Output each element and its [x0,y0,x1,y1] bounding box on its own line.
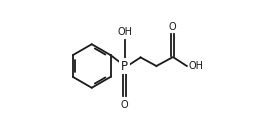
Text: O: O [121,100,129,110]
Text: O: O [168,22,176,32]
Text: P: P [121,60,128,72]
Text: OH: OH [117,27,132,37]
Text: OH: OH [189,61,204,71]
